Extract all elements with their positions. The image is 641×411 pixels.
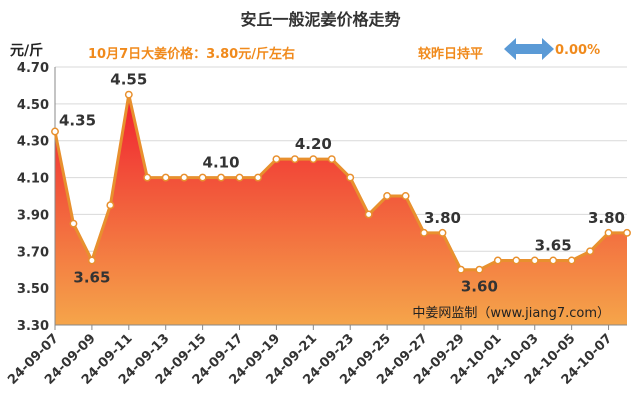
data-label: 4.10: [203, 154, 240, 172]
y-tick-label: 4.70: [17, 61, 49, 76]
data-point: [549, 256, 558, 265]
data-point: [623, 228, 631, 237]
data-point: [567, 256, 576, 265]
change-percent: 0.00%: [555, 43, 601, 58]
data-point: [604, 228, 613, 237]
y-tick-label: 3.90: [17, 208, 49, 223]
data-point: [87, 256, 96, 265]
watermark-text: 中姜网监制（www.jiang7.com）: [412, 306, 610, 321]
y-tick-label: 4.10: [17, 172, 49, 187]
y-tick-label: 3.50: [17, 282, 49, 297]
data-label: 3.60: [461, 278, 498, 296]
data-point: [290, 155, 299, 164]
data-point: [254, 173, 262, 182]
y-tick-label: 3.30: [17, 319, 49, 334]
data-point: [235, 173, 244, 182]
data-point: [309, 155, 318, 164]
data-point: [346, 173, 355, 182]
data-point: [438, 228, 447, 237]
data-point: [475, 265, 484, 274]
data-point: [493, 256, 502, 265]
data-point: [198, 173, 207, 182]
data-label: 4.55: [110, 71, 147, 89]
chart-title: 安丘一般泥姜价格走势: [240, 10, 401, 29]
data-point: [401, 192, 410, 200]
area-fill: [55, 94, 627, 326]
data-label: 3.80: [588, 209, 625, 227]
data-point: [364, 210, 373, 219]
data-label: 3.80: [424, 209, 461, 227]
data-point: [161, 173, 170, 182]
y-tick-label: 4.50: [17, 98, 49, 113]
data-label: 3.65: [73, 269, 110, 287]
data-point: [51, 127, 59, 136]
data-point: [456, 265, 465, 274]
data-label: 4.20: [295, 135, 332, 153]
y-tick-label: 3.70: [17, 245, 49, 260]
data-point: [420, 228, 428, 237]
data-point: [217, 173, 226, 182]
data-point: [180, 173, 189, 182]
current-price-text: 10月7日大姜价格：3.80元/斤左右: [88, 47, 295, 62]
data-label: 3.65: [535, 237, 572, 255]
double-arrow-icon: [504, 38, 554, 60]
data-label: 4.35: [59, 112, 96, 130]
data-point: [512, 256, 521, 265]
data-point: [530, 256, 539, 265]
data-point: [586, 247, 595, 256]
data-point: [272, 155, 281, 164]
data-point: [124, 90, 133, 99]
data-point: [69, 219, 78, 228]
compare-text: 较昨日持平: [418, 47, 484, 62]
data-point: [327, 155, 336, 164]
data-point: [106, 201, 115, 210]
data-point: [383, 192, 392, 200]
data-point: [143, 173, 152, 182]
y-tick-label: 4.30: [17, 135, 49, 150]
y-axis-unit: 元/斤: [10, 43, 44, 59]
